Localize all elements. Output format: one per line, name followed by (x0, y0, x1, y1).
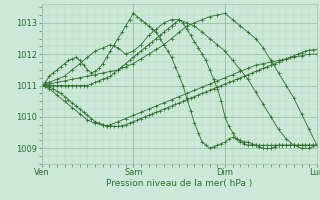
X-axis label: Pression niveau de la mer( hPa ): Pression niveau de la mer( hPa ) (106, 179, 252, 188)
